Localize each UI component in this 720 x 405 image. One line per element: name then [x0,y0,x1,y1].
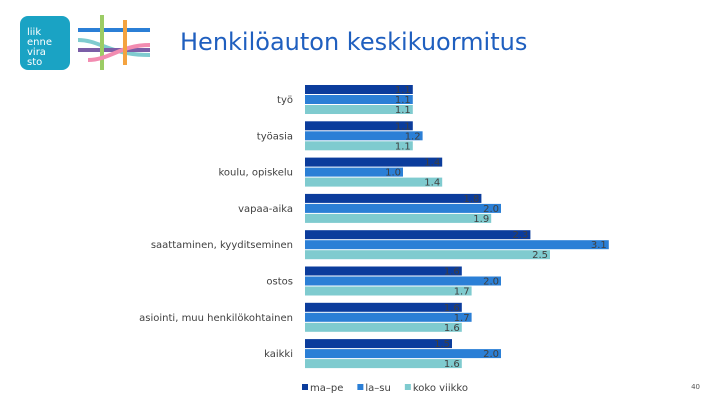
legend-label: la–su [365,383,390,394]
bar [305,85,413,94]
value-label: 3.1 [591,240,607,251]
bar [305,349,501,359]
value-label: 1.0 [385,168,401,179]
bar [305,157,443,167]
value-label: 1.9 [473,214,489,225]
bar [305,203,501,213]
value-label: 2.5 [532,250,548,261]
value-label: 1.1 [395,95,411,106]
logo-box [20,16,70,70]
category-label: ostos [266,277,293,288]
value-label: 1.6 [444,303,460,314]
logo-text: vira [27,47,46,58]
value-label: 1.8 [463,194,479,205]
legend-label: koko viikko [413,383,468,394]
bar [305,167,403,177]
bar [305,276,501,286]
bar [305,266,462,276]
bar [305,339,452,349]
value-label: 1.1 [395,141,411,152]
bar [305,240,609,250]
category-label: kaikki [264,349,293,360]
value-label: 1.1 [395,105,411,116]
category-label: vapaa-aika [238,204,293,215]
bar [305,230,531,240]
value-label: 1.6 [444,323,460,334]
logo-text: sto [27,57,42,68]
bar [305,213,492,223]
logo-text: liik [27,27,41,38]
chart-title: Henkilöauton keskikuormitus [180,28,527,56]
legend-swatch [302,384,308,390]
value-label: 2.0 [483,204,499,215]
bar [305,177,443,187]
value-label: 1.7 [454,313,470,324]
value-label: 1.7 [454,287,470,298]
page-number: 40 [691,383,700,391]
bar [305,312,472,322]
value-label: 2.0 [483,277,499,288]
category-label: työasia [257,131,293,142]
value-label: 2.0 [483,349,499,360]
bar [305,286,472,296]
value-label: 1.6 [444,359,460,370]
value-label: 1.2 [405,131,421,142]
bar [305,322,462,332]
logo-text: enne [27,37,52,48]
bar [305,359,462,369]
legend-swatch [357,384,364,390]
legend-swatch [404,384,411,390]
logo-arrows [77,15,151,70]
bar [305,121,413,131]
legend-label: ma–pe [310,383,343,394]
bar [305,131,423,141]
value-label: 1.4 [424,158,440,169]
value-label: 1.5 [434,339,450,350]
value-label: 1.1 [395,121,411,132]
value-label: 1.1 [395,85,411,96]
value-label: 2.3 [512,230,528,241]
bar [305,302,462,312]
category-label: työ [277,95,293,106]
bar [305,193,482,203]
value-label: 1.4 [424,178,440,189]
bar [305,141,413,151]
category-label: koulu, opiskelu [218,168,293,179]
category-label: saattaminen, kyyditseminen [151,240,293,251]
value-label: 1.6 [444,267,460,278]
category-label: asiointi, muu henkilökohtainen [139,313,293,324]
bar [305,95,413,104]
bar [305,105,413,114]
bar [305,250,550,260]
